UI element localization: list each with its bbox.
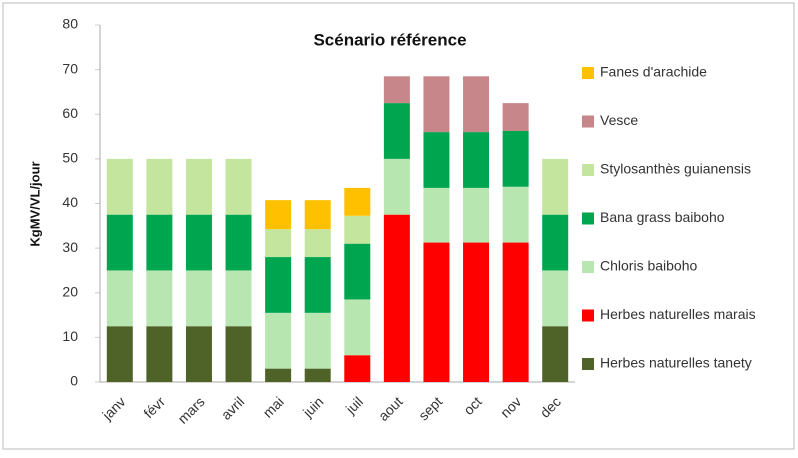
- bar-segment: [106, 270, 133, 327]
- y-axis-label: KgMV/VL/jour: [27, 161, 42, 246]
- bar-segment: [304, 257, 331, 313]
- legend-label: Bana grass baiboho: [600, 209, 725, 225]
- bar-segment: [344, 215, 371, 244]
- legend-label: Stylosanthès guianensis: [600, 161, 751, 177]
- bar-segment: [383, 158, 410, 215]
- bar-segment: [423, 132, 450, 188]
- legend-label: Chloris baiboho: [600, 258, 697, 274]
- bar-segment: [383, 214, 410, 382]
- y-tick-label: 80: [62, 16, 78, 32]
- legend-swatch: [582, 309, 594, 322]
- bar-segment: [463, 242, 490, 382]
- y-tick-label: 40: [62, 194, 78, 210]
- chart-title: Scénario référence: [313, 30, 466, 49]
- bar-segment: [423, 187, 450, 243]
- bar-segment: [225, 158, 252, 215]
- bar-segment: [185, 270, 212, 327]
- bar-segment: [146, 214, 173, 271]
- bar-segment: [304, 368, 331, 382]
- bar-segment: [304, 200, 331, 230]
- bar-segment: [225, 214, 252, 271]
- bar-segment: [146, 270, 173, 327]
- bar-segment: [502, 130, 529, 187]
- y-tick-label: 30: [62, 239, 78, 255]
- y-tick-label: 10: [62, 328, 78, 344]
- bar-segment: [344, 243, 371, 300]
- bar-segment: [225, 270, 252, 327]
- bar-segment: [185, 158, 212, 215]
- y-tick-label: 70: [62, 60, 78, 76]
- legend-label: Herbes naturelles tanety: [600, 355, 752, 371]
- bar-segment: [463, 76, 490, 133]
- bar-segment: [225, 326, 252, 382]
- legend-label: Herbes naturelles marais: [600, 306, 756, 322]
- legend-label: Vesce: [600, 112, 638, 128]
- bar-segment: [383, 103, 410, 159]
- y-tick-label: 50: [62, 150, 78, 166]
- bar-segment: [502, 242, 529, 382]
- bar-segment: [106, 326, 133, 382]
- legend-swatch: [582, 115, 594, 128]
- legend-swatch: [582, 212, 594, 225]
- bar-segment: [463, 132, 490, 188]
- bar-segment: [423, 76, 450, 133]
- bar-segment: [106, 214, 133, 271]
- bar-segment: [304, 312, 331, 369]
- legend-swatch: [582, 164, 594, 176]
- bar-segment: [265, 200, 292, 230]
- bar-segment: [542, 158, 569, 215]
- bar-segment: [265, 229, 292, 258]
- bar-segment: [106, 158, 133, 215]
- bar-segment: [423, 242, 450, 382]
- y-tick-label: 0: [70, 373, 78, 389]
- bar-segment: [185, 214, 212, 271]
- bar-segment: [265, 312, 292, 369]
- bar-segment: [146, 158, 173, 215]
- legend-swatch: [582, 261, 594, 273]
- y-tick-label: 60: [62, 105, 78, 121]
- bar-segment: [304, 229, 331, 258]
- legend-label: Fanes d'arachide: [600, 64, 707, 80]
- legend-swatch: [582, 67, 594, 79]
- bar-segment: [344, 299, 371, 356]
- bar-segment: [502, 186, 529, 243]
- bar-segment: [542, 214, 569, 271]
- bar-segment: [383, 76, 410, 104]
- bar-segment: [463, 187, 490, 243]
- bar-segment: [265, 257, 292, 313]
- legend-swatch: [582, 358, 594, 370]
- bar-segment: [344, 187, 371, 216]
- bar-segment: [542, 326, 569, 382]
- bar-segment: [344, 355, 371, 382]
- bar-segment: [542, 270, 569, 327]
- bar-segment: [265, 368, 292, 382]
- bar-segment: [185, 326, 212, 382]
- bar-segment: [502, 103, 529, 131]
- bar-segment: [146, 326, 173, 382]
- y-tick-label: 20: [62, 283, 78, 299]
